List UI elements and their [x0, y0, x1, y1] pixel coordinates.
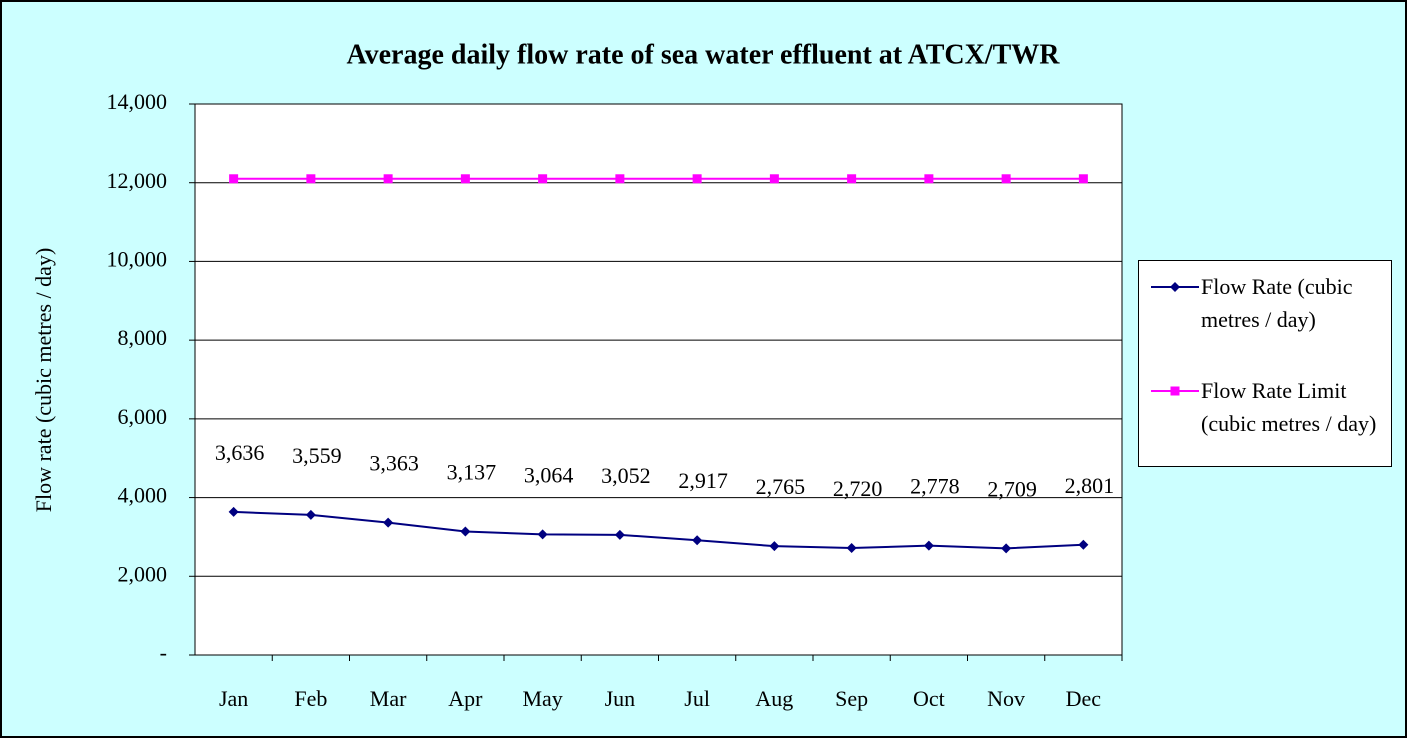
x-tick-label: May — [522, 686, 562, 711]
data-label: 2,917 — [678, 468, 728, 493]
x-tick-label: Apr — [448, 686, 483, 711]
point — [847, 174, 857, 184]
chart-title: Average daily flow rate of sea water eff… — [346, 39, 1060, 70]
point — [383, 517, 394, 528]
y-tick-label: 8,000 — [118, 325, 168, 350]
x-tick-label: Mar — [370, 686, 407, 711]
point — [923, 540, 934, 551]
point — [538, 174, 548, 184]
legend-label: Flow Rate Limit (cubic metres / day) — [1201, 378, 1377, 436]
point — [460, 526, 471, 537]
x-tick-label: Nov — [987, 686, 1025, 711]
x-tick-label: Feb — [294, 686, 327, 711]
point — [614, 529, 625, 540]
x-tick-label: Jun — [605, 686, 636, 711]
legend-marker — [1170, 386, 1180, 396]
point — [306, 174, 316, 184]
point — [383, 174, 393, 184]
y-tick-label: 6,000 — [118, 404, 168, 429]
point — [229, 174, 239, 184]
y-tick-label: 2,000 — [118, 561, 168, 586]
x-tick-label: Jan — [219, 686, 248, 711]
x-tick-label: Jul — [684, 686, 710, 711]
point — [1001, 174, 1011, 184]
legend-symbol — [1151, 386, 1199, 396]
x-tick-label: Sep — [835, 686, 868, 711]
legend-entry: Flow Rate (cubic metres / day) — [1149, 274, 1389, 336]
y-tick-label: - — [160, 640, 167, 665]
data-label: 2,709 — [987, 476, 1037, 501]
data-label: 3,363 — [369, 451, 419, 476]
legend-marker — [1170, 282, 1180, 292]
point — [228, 506, 239, 517]
series-line — [233, 510, 1084, 550]
y-tick-label: 12,000 — [107, 168, 168, 193]
point — [692, 535, 703, 546]
point — [769, 174, 779, 184]
legend-label: Flow Rate (cubic metres / day) — [1201, 274, 1353, 332]
y-tick-label: 10,000 — [107, 246, 168, 271]
point — [1001, 543, 1012, 554]
point — [846, 542, 857, 553]
data-label: 2,765 — [756, 474, 806, 499]
data-label: 2,720 — [833, 476, 883, 501]
plot-area — [194, 103, 1123, 656]
data-label: 3,064 — [524, 462, 574, 487]
y-axis-label: Flow rate (cubic metres / day) — [31, 248, 56, 513]
point — [1078, 174, 1088, 184]
point — [924, 174, 934, 184]
point — [692, 174, 702, 184]
y-tick-label: 14,000 — [107, 89, 168, 114]
point — [537, 529, 548, 540]
data-label: 2,801 — [1065, 473, 1115, 498]
x-tick-label: Oct — [913, 686, 945, 711]
point — [769, 541, 780, 552]
x-tick-label: Aug — [755, 686, 793, 711]
data-label: 3,137 — [447, 460, 497, 485]
point — [1078, 539, 1089, 550]
data-label: 2,778 — [910, 474, 960, 499]
legend: Flow Rate (cubic metres / day) Flow Rate … — [1138, 260, 1392, 467]
data-label: 3,559 — [292, 443, 342, 468]
point — [460, 174, 470, 184]
legend-entry: Flow Rate Limit (cubic metres / day) — [1149, 378, 1389, 440]
point — [615, 174, 625, 184]
data-label: 3,636 — [215, 440, 265, 465]
y-tick-label: 4,000 — [118, 483, 168, 508]
point — [305, 509, 316, 520]
x-tick-label: Dec — [1066, 686, 1102, 711]
legend-symbol — [1151, 282, 1199, 292]
data-label: 3,052 — [601, 463, 651, 488]
